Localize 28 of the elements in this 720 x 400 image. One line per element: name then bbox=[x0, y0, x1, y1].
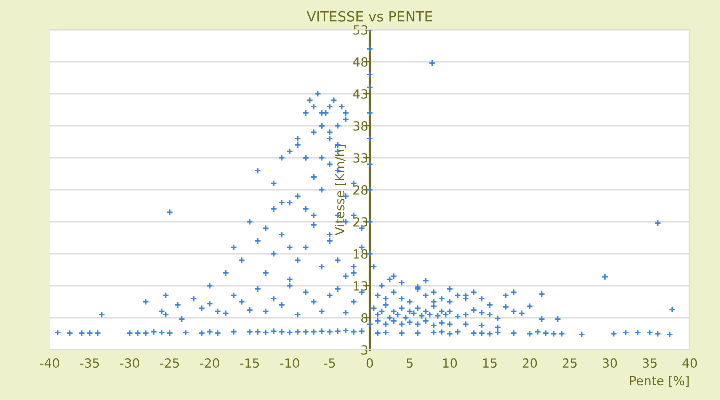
x-tick-label: 35 bbox=[643, 358, 657, 368]
y-tick-label: 23 bbox=[354, 217, 368, 227]
x-tick-label: -40 bbox=[40, 358, 60, 368]
x-tick-label: -15 bbox=[240, 358, 260, 368]
y-tick-label: 18 bbox=[354, 249, 368, 259]
x-tick-label: -10 bbox=[280, 358, 300, 368]
chart-title: VITESSE vs PENTE bbox=[306, 11, 432, 22]
x-tick-label: 15 bbox=[483, 358, 497, 368]
x-axis-title: Pente [%] bbox=[630, 376, 689, 388]
x-tick-label: -25 bbox=[160, 358, 180, 368]
x-tick-label: 30 bbox=[603, 358, 618, 368]
y-tick-label: 43 bbox=[353, 89, 368, 99]
x-tick-label: 10 bbox=[443, 358, 458, 368]
y-tick-label: 33 bbox=[354, 153, 368, 163]
y-tick-label: 13 bbox=[354, 281, 368, 291]
x-tick-label: 40 bbox=[682, 358, 698, 368]
x-tick-label: -5 bbox=[324, 358, 336, 368]
x-tick-label: -20 bbox=[200, 358, 220, 368]
x-tick-label: 25 bbox=[562, 358, 577, 368]
x-tick-label: 20 bbox=[522, 358, 538, 368]
y-tick-label: 8 bbox=[362, 313, 368, 323]
y-tick-label: 38 bbox=[354, 121, 368, 131]
y-tick-label: 48 bbox=[353, 57, 368, 67]
x-tick-label: 0 bbox=[366, 358, 374, 368]
x-tick-label: 5 bbox=[406, 358, 413, 368]
y-tick-label: 28 bbox=[354, 185, 368, 195]
x-tick-label: -30 bbox=[120, 358, 140, 368]
x-tick-label: -35 bbox=[80, 358, 100, 368]
